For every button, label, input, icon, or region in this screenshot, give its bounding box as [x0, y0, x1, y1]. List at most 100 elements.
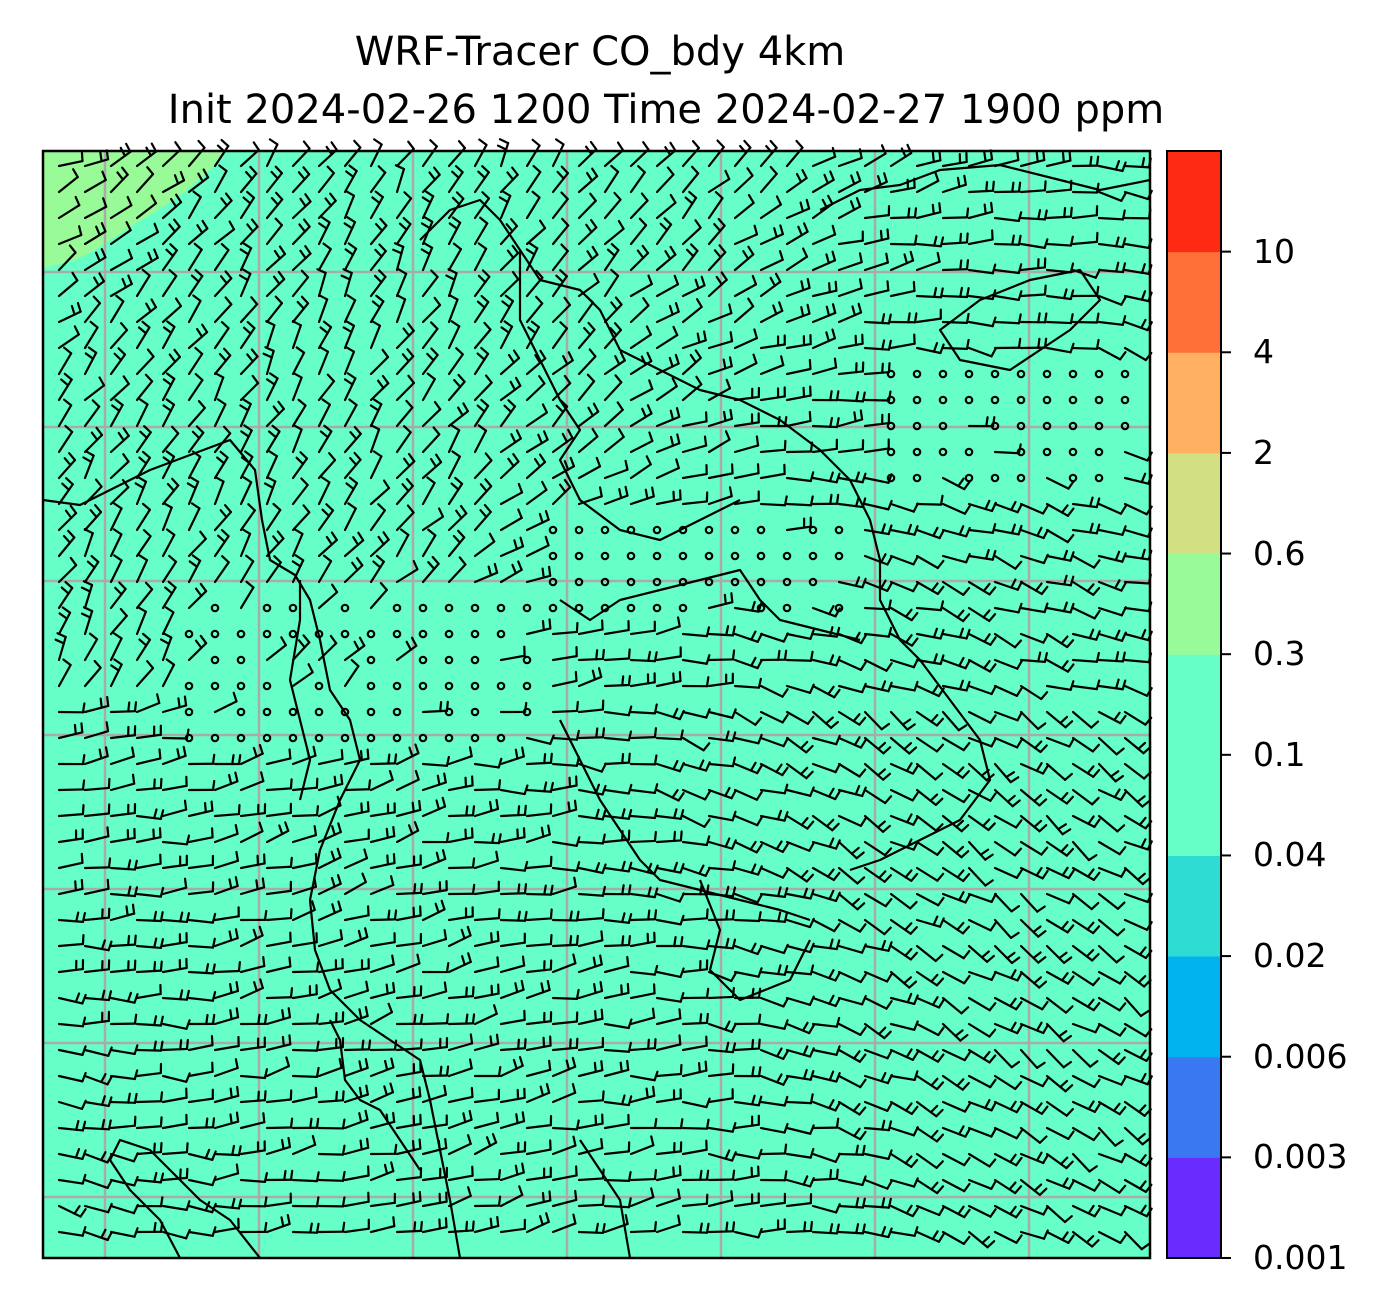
wind-barb-shaft	[1097, 684, 1124, 691]
wind-barb-shaft	[733, 1100, 760, 1107]
wind-barb-flag	[437, 1139, 441, 1151]
wind-barb-flag	[364, 1058, 369, 1070]
wind-barb-flag	[513, 539, 518, 551]
wind-barb-flag	[827, 685, 835, 696]
wind-barb-shaft	[785, 525, 812, 532]
wind-barb-shaft	[785, 342, 812, 350]
wind-barb-shaft	[83, 638, 99, 662]
wind-barb-flag	[87, 346, 98, 354]
wind-barb-shaft	[707, 1048, 735, 1054]
wind-barb-shaft	[109, 229, 132, 246]
wind-barb-flag	[1113, 788, 1121, 799]
wind-barb-flag	[935, 1133, 945, 1143]
wind-barb-flag	[1016, 711, 1023, 722]
wind-barb-flag	[538, 453, 547, 464]
wind-barb-shaft	[239, 303, 259, 324]
wind-barb-flag	[731, 909, 736, 921]
wind-barb-flag	[684, 196, 694, 205]
wind-barb-shaft	[265, 1043, 292, 1052]
wind-barb-shaft	[109, 1204, 136, 1215]
wind-barb-shaft	[421, 246, 434, 272]
wind-barb-shaft	[265, 252, 287, 272]
wind-barb-shaft	[629, 282, 653, 298]
wind-barb-shaft	[1123, 502, 1148, 516]
wind-barb-shaft	[83, 968, 110, 974]
wind-barb-flag	[115, 294, 125, 303]
wind-barb-shaft	[993, 580, 1019, 591]
calm-wind-marker	[210, 603, 220, 613]
coastline-segment	[819, 163, 1151, 211]
calm-wind-marker	[262, 629, 272, 639]
wind-barb-flag	[575, 700, 579, 713]
wind-barb-shaft	[447, 429, 461, 454]
wind-barb-flag	[224, 296, 233, 306]
wind-barb-flag	[82, 580, 94, 587]
wind-barb-shaft	[889, 1100, 913, 1115]
wind-barb-flag	[101, 1119, 106, 1131]
calm-wind-marker	[782, 603, 792, 613]
calm-wind-marker	[1068, 421, 1078, 431]
wind-barb-flag	[1120, 1075, 1127, 1086]
wind-barb-flag	[1011, 234, 1015, 246]
wind-barb-flag	[228, 220, 236, 231]
wind-barb-shaft	[161, 784, 188, 792]
wind-barb-shaft	[447, 1194, 472, 1208]
wind-barb-flag	[886, 1101, 893, 1112]
calm-wind-marker	[912, 473, 922, 483]
wind-barb-flag	[407, 374, 415, 385]
wind-barb-shaft	[707, 918, 735, 922]
wind-barb-shaft	[57, 160, 84, 168]
wind-barb-flag	[521, 1162, 525, 1174]
wind-barb-shaft	[837, 970, 862, 984]
wind-barb-flag	[385, 983, 389, 995]
wind-barb-flag	[1141, 799, 1151, 808]
wind-barb-shaft	[603, 814, 630, 820]
wind-barb-flag	[82, 456, 93, 463]
wind-barb-shaft	[681, 866, 707, 877]
wind-barb-flag	[806, 277, 811, 289]
wind-barb-flag	[84, 352, 95, 360]
wind-barb-shaft	[1019, 1204, 1045, 1216]
wind-barb-shaft	[785, 476, 812, 483]
wind-barb-flag	[71, 271, 79, 282]
wind-barb-flag	[162, 456, 173, 464]
wind-barb-flag	[245, 580, 255, 589]
wind-barb-flag	[242, 196, 252, 205]
wind-barb-shaft	[213, 432, 232, 454]
wind-barb-shaft	[1045, 580, 1072, 587]
wind-barb-shaft	[733, 892, 759, 904]
calm-wind-marker	[496, 603, 506, 613]
wind-barb-shaft	[733, 1152, 760, 1160]
wind-barb-flag	[343, 378, 354, 386]
wind-barb-flag	[522, 827, 526, 839]
wind-barb-flag	[1069, 313, 1074, 325]
wind-barb-flag	[731, 708, 737, 719]
wind-barb-shaft	[941, 241, 969, 246]
wind-barb-shaft	[1045, 1100, 1068, 1117]
wind-barb-shaft	[551, 1020, 578, 1026]
wind-barb-shaft	[837, 205, 862, 220]
wind-barb-flag	[211, 963, 216, 975]
wind-barb-flag	[351, 561, 359, 572]
wind-barb-flag	[777, 911, 782, 923]
wind-barb-shaft	[265, 480, 277, 506]
wind-barb-flag	[375, 554, 385, 563]
wind-barb-flag	[389, 1082, 395, 1094]
wind-barb-flag	[512, 453, 520, 463]
wind-barb-flag	[1140, 548, 1146, 560]
wind-barb-flag	[783, 887, 789, 898]
wind-barb-flag	[677, 1188, 681, 1200]
wind-barb-flag	[302, 140, 311, 150]
wind-barb-flag	[297, 171, 306, 181]
wind-barb-shaft	[109, 300, 125, 324]
wind-barb-shaft	[161, 225, 181, 246]
wind-barb-shaft	[1019, 814, 1041, 833]
wind-barb-shaft	[369, 990, 396, 1000]
wind-barb-flag	[407, 452, 416, 463]
wind-barb-shaft	[161, 148, 182, 168]
wind-barb-flag	[424, 190, 435, 198]
wind-barb-flag	[1017, 181, 1022, 193]
wind-barb-shaft	[681, 356, 702, 376]
wind-barb-shaft	[967, 606, 991, 623]
calm-wind-marker	[730, 525, 740, 535]
